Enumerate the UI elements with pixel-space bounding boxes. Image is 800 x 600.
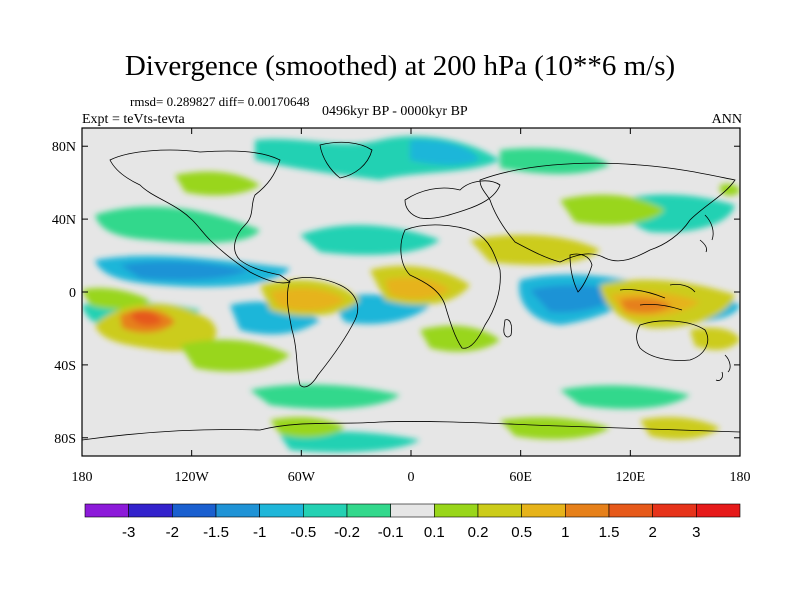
colorbar-swatch — [390, 503, 435, 518]
latitude-ticks: 80N 40N 0 40S 80S — [52, 140, 740, 447]
colorbar-label: -0.1 — [378, 524, 404, 541]
colorbar-label: -0.2 — [334, 524, 360, 541]
stats-label: rmsd= 0.289827 diff= 0.00170648 — [130, 94, 310, 109]
colorbar-swatch — [477, 503, 522, 518]
colorbar-swatch — [303, 503, 348, 518]
colorbar-swatch — [215, 503, 260, 518]
period-label: 0496kyr BP - 0000kyr BP — [322, 104, 468, 119]
lat-tick-label: 40N — [52, 213, 76, 228]
lon-tick-label: 60W — [288, 470, 316, 485]
colorbar-swatch — [608, 503, 653, 518]
lat-tick-label: 40S — [54, 359, 76, 374]
colorbar-label: 3 — [692, 524, 700, 541]
season-label: ANN — [711, 112, 742, 127]
lon-tick-label: 120E — [616, 470, 646, 485]
colorbar-label: -1.5 — [203, 524, 229, 541]
colorbar-label: 0.1 — [424, 524, 445, 541]
colorbar-label: 2 — [648, 524, 656, 541]
colorbar-label: 0.2 — [468, 524, 489, 541]
plot-title: Divergence (smoothed) at 200 hPa (10**6 … — [124, 50, 676, 82]
colorbar-swatch — [696, 503, 741, 518]
colorbar-swatch — [652, 503, 697, 518]
lat-tick-label: 0 — [69, 286, 76, 301]
colorbar-label: -1 — [253, 524, 266, 541]
longitude-ticks: 180 120W 60W 0 60E 120E 180 — [72, 128, 751, 485]
colorbar-label: 1.5 — [599, 524, 620, 541]
colorbar-label: 0.5 — [511, 524, 532, 541]
contour-field — [82, 136, 740, 453]
colorbar-label: 1 — [561, 524, 569, 541]
colorbar-swatch — [521, 503, 566, 518]
colorbar: -3 -2 -1.5 -1 -0.5 -0.2 -0.1 0.1 0.2 0.5 1 1.5 2 3 — [84, 503, 741, 541]
colorbar-swatch — [128, 503, 173, 518]
lat-tick-label: 80S — [54, 432, 76, 447]
colorbar-swatch — [565, 503, 610, 518]
colorbar-swatch — [259, 503, 304, 518]
lon-tick-label: 120W — [175, 470, 210, 485]
colorbar-swatch — [84, 503, 129, 518]
lon-tick-label: 0 — [408, 470, 415, 485]
colorbar-swatch — [346, 503, 391, 518]
colorbar-swatch — [172, 503, 217, 518]
colorbar-label: -0.5 — [290, 524, 316, 541]
colorbar-label: -3 — [122, 524, 135, 541]
lon-tick-label: 60E — [509, 470, 532, 485]
lon-tick-label: 180 — [730, 470, 751, 485]
coastlines — [82, 141, 740, 441]
colorbar-swatch — [434, 503, 479, 518]
colorbar-label: -2 — [166, 524, 179, 541]
lon-tick-label: 180 — [72, 470, 93, 485]
experiment-label: Expt = teVts-tevta — [82, 112, 185, 127]
lat-tick-label: 80N — [52, 140, 76, 155]
